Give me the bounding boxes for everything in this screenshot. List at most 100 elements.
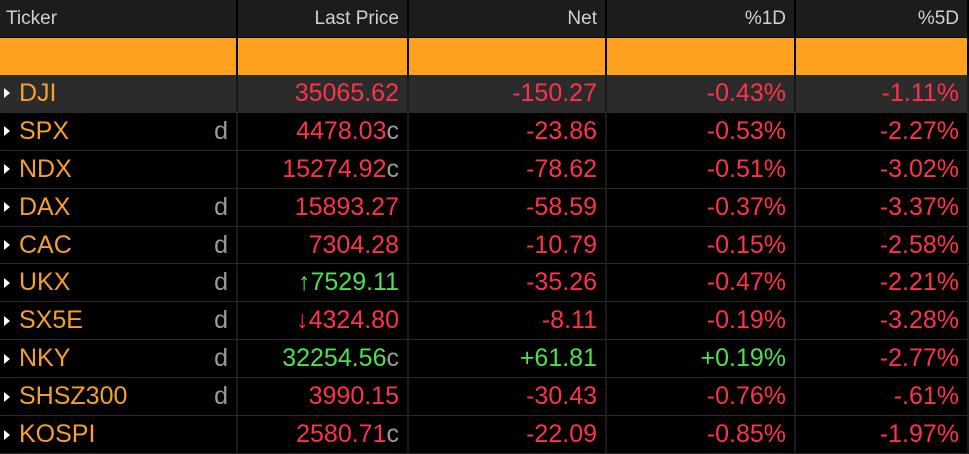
column-header: %1D	[607, 0, 796, 37]
column-header: Last Price	[238, 0, 409, 37]
change-d1: -0.47%	[607, 264, 796, 303]
change-d1: -0.76%	[607, 378, 796, 417]
expand-arrow	[4, 202, 10, 213]
column-header: Ticker	[0, 0, 238, 37]
last-price: 4478.03 c	[238, 112, 409, 151]
change-d1: -0.37%	[607, 188, 796, 227]
last-price: 15274.92 c	[238, 150, 409, 189]
close-flag: c	[386, 344, 400, 373]
ticker: UKX	[19, 268, 71, 297]
flag: d	[214, 382, 228, 411]
tick-arrow: ↑	[297, 268, 311, 297]
input-cell	[238, 38, 409, 75]
input-cell	[409, 38, 607, 75]
flag: d	[214, 230, 228, 259]
change-net: -8.11	[409, 302, 607, 341]
last-price: 32254.56 c	[238, 340, 409, 379]
column-header: %5D	[796, 0, 969, 37]
expand-arrow	[4, 88, 10, 99]
change-d5: -2.58%	[796, 226, 969, 265]
flag: d	[214, 344, 228, 373]
expand-arrow	[4, 240, 10, 251]
change-net: -22.09	[409, 416, 607, 454]
price: 4478.03	[296, 116, 387, 145]
last-price: 35065.62	[238, 75, 409, 113]
change-d1: -0.51%	[607, 150, 796, 189]
change-d1: +0.19%	[607, 340, 796, 379]
ticker-cell: DAX d	[0, 188, 238, 227]
change-d1: -0.85%	[607, 416, 796, 454]
change-d5: -3.37%	[796, 188, 969, 227]
ticker-cell: NDX	[0, 150, 238, 189]
ticker: DJI	[19, 78, 57, 107]
input-cell	[607, 38, 796, 75]
expand-arrow	[4, 126, 10, 137]
last-price: 2580.71 c	[238, 416, 409, 454]
change-net: -35.26	[409, 264, 607, 303]
column-header: Net	[409, 0, 607, 37]
change-d1: -0.15%	[607, 226, 796, 265]
last-price: 7304.28	[238, 226, 409, 265]
ticker: SX5E	[19, 306, 83, 335]
change-net: -23.86	[409, 112, 607, 151]
ticker: NKY	[19, 344, 71, 373]
tick-arrow: ↓	[296, 306, 309, 335]
price: 2580.71	[296, 420, 387, 449]
price: 15274.92	[282, 154, 387, 183]
change-net: -58.59	[409, 188, 607, 227]
expand-arrow	[4, 391, 10, 402]
ticker: NDX	[19, 154, 72, 183]
price: 3990.15	[308, 382, 399, 411]
change-net: +61.81	[409, 340, 607, 379]
ticker-cell: SX5E d	[0, 302, 238, 341]
ticker: DAX	[19, 192, 71, 221]
change-d5: -.61%	[796, 378, 969, 417]
change-d1: -0.43%	[607, 75, 796, 113]
change-net: -78.62	[409, 150, 607, 189]
expand-arrow	[4, 353, 10, 364]
price: 4324.80	[308, 306, 399, 335]
price: 15893.27	[294, 192, 399, 221]
expand-arrow	[4, 277, 10, 288]
change-d5: -2.77%	[796, 340, 969, 379]
flag: d	[214, 192, 228, 221]
expand-arrow	[4, 315, 10, 326]
ticker-cell: KOSPI	[0, 416, 238, 454]
flag: d	[214, 306, 228, 335]
ticker-cell: UKX d	[0, 264, 238, 303]
change-d1: -0.53%	[607, 112, 796, 151]
last-price: 3990.15	[238, 378, 409, 417]
last-price: ↑ 7529.11	[238, 264, 409, 303]
change-d5: -3.28%	[796, 302, 969, 341]
change-net: -150.27	[409, 75, 607, 113]
price: 35065.62	[294, 78, 399, 107]
ticker-cell: NKY d	[0, 340, 238, 379]
flag: d	[214, 268, 228, 297]
change-d5: -1.11%	[796, 75, 969, 113]
close-flag: c	[386, 154, 400, 183]
last-price: ↓ 4324.80	[238, 302, 409, 341]
close-flag: c	[386, 116, 400, 145]
change-net: -10.79	[409, 226, 607, 265]
change-net: -30.43	[409, 378, 607, 417]
ticker-cell: SPX d	[0, 112, 238, 151]
price: 7304.28	[308, 230, 399, 259]
change-d5: -1.97%	[796, 416, 969, 454]
flag: d	[214, 116, 228, 145]
ticker-cell: DJI	[0, 75, 238, 113]
ticker-cell: CAC d	[0, 226, 238, 265]
close-flag: c	[386, 420, 400, 449]
price: 32254.56	[282, 344, 387, 373]
ticker: KOSPI	[19, 420, 96, 449]
change-d1: -0.19%	[607, 302, 796, 341]
expand-arrow	[4, 429, 10, 440]
expand-arrow	[4, 164, 10, 175]
change-d5: -3.02%	[796, 150, 969, 189]
change-d5: -2.27%	[796, 112, 969, 151]
input-cell	[796, 38, 969, 75]
ticker: SPX	[19, 116, 70, 145]
ticker-cell: SHSZ300 d	[0, 378, 238, 417]
input-cell	[0, 38, 238, 75]
ticker: CAC	[19, 230, 72, 259]
